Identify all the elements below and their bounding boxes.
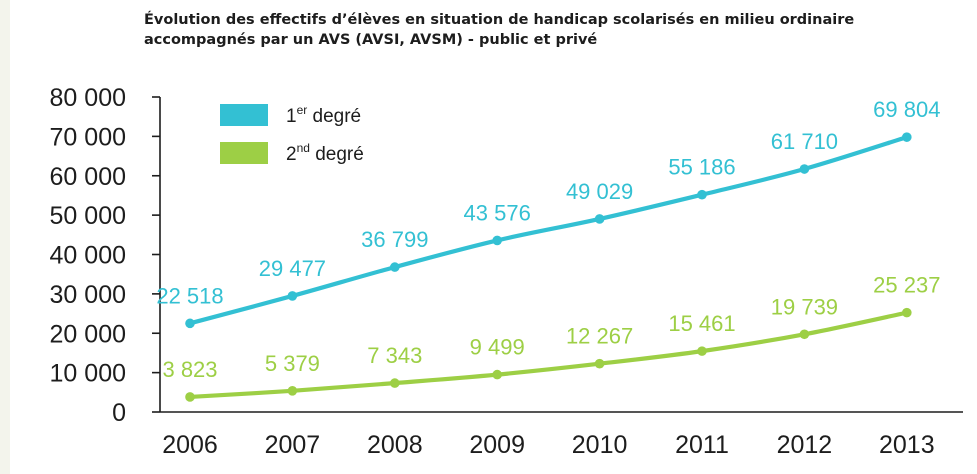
data-point — [799, 164, 810, 174]
data-point — [697, 189, 707, 200]
series-line — [187, 135, 909, 326]
data-point — [492, 235, 503, 246]
data-label: 69 804 — [873, 97, 940, 122]
chart-panel: Évolution des effectifs d’élèves en situ… — [10, 0, 977, 474]
data-point — [594, 214, 605, 224]
data-point — [697, 346, 707, 356]
data-point — [287, 291, 298, 301]
x-tick-label: 2007 — [265, 431, 321, 459]
series-2: 3 823 5 379 7 343 9 499 12 267 15 461 19 739 25… — [162, 273, 940, 402]
data-point — [185, 392, 195, 402]
data-label: 43 576 — [464, 200, 531, 225]
x-tick-label: 2013 — [879, 431, 935, 459]
chart-title: Évolution des effectifs d’élèves en situ… — [144, 10, 964, 50]
data-label: 55 186 — [668, 155, 735, 180]
y-tick-label: 80 000 — [50, 84, 126, 112]
y-tick-label: 50 000 — [50, 202, 126, 230]
y-tick-label: 70 000 — [50, 123, 126, 151]
series-1: 22 518 29 477 36 799 43 576 49 029 55 186 61 7… — [156, 97, 940, 329]
x-tick-label: 2012 — [777, 431, 833, 459]
legend: 1er degré 2nd degré — [220, 103, 364, 165]
chart-title-line-2: accompagnés par un AVS (AVSI, AVSM) - pu… — [144, 32, 598, 48]
legend-label: 1er degré — [286, 103, 361, 127]
data-point — [185, 318, 195, 329]
x-tick-label: 2009 — [469, 431, 525, 459]
y-tick-labels: 0 10 000 20 000 30 000 40 000 50 000 60 000 70 … — [50, 84, 126, 427]
x-tick-label: 2006 — [162, 431, 218, 459]
legend-swatch — [220, 104, 268, 126]
x-tick-label: 2010 — [572, 431, 628, 459]
data-point — [902, 307, 912, 318]
legend-swatch — [220, 142, 268, 164]
y-tick-label: 0 — [112, 399, 126, 427]
data-label: 12 267 — [566, 324, 633, 349]
data-label: 29 477 — [259, 256, 326, 281]
data-point — [594, 358, 605, 369]
data-point — [390, 378, 400, 388]
x-tick-label: 2011 — [675, 431, 729, 459]
series-line — [187, 310, 909, 400]
data-label: 36 799 — [361, 227, 428, 252]
data-label: 19 739 — [771, 294, 838, 319]
data-label: 25 237 — [873, 273, 940, 298]
data-point — [287, 386, 298, 396]
y-tick-label: 40 000 — [50, 242, 126, 270]
legend-item-2: 2nd degré — [220, 141, 364, 165]
data-label: 7 343 — [367, 343, 422, 368]
x-tick-labels: 2006 2007 2008 2009 2010 2011 2012 2013 — [162, 431, 934, 459]
data-label: 9 499 — [470, 335, 525, 360]
data-point — [492, 369, 503, 380]
data-label: 61 710 — [771, 129, 838, 154]
y-tick-label: 10 000 — [50, 360, 126, 388]
y-tick-label: 60 000 — [50, 163, 126, 191]
data-point — [390, 262, 400, 272]
x-tick-label: 2008 — [367, 431, 423, 459]
y-tick-label: 20 000 — [50, 320, 126, 348]
data-label: 3 823 — [162, 357, 217, 382]
data-label: 15 461 — [668, 311, 735, 336]
y-tick-label: 30 000 — [50, 281, 126, 309]
legend-item-1: 1er degré — [220, 103, 361, 127]
axes — [152, 96, 963, 413]
data-label: 5 379 — [265, 351, 320, 376]
chart-title-line-1: Évolution des effectifs d’élèves en situ… — [144, 12, 855, 28]
data-label: 22 518 — [156, 283, 223, 308]
legend-label: 2nd degré — [286, 141, 364, 165]
series-layer: 22 518 29 477 36 799 43 576 49 029 55 186 61 7… — [156, 97, 940, 402]
data-point — [799, 329, 810, 340]
data-label: 49 029 — [566, 179, 633, 204]
data-point — [902, 132, 912, 142]
